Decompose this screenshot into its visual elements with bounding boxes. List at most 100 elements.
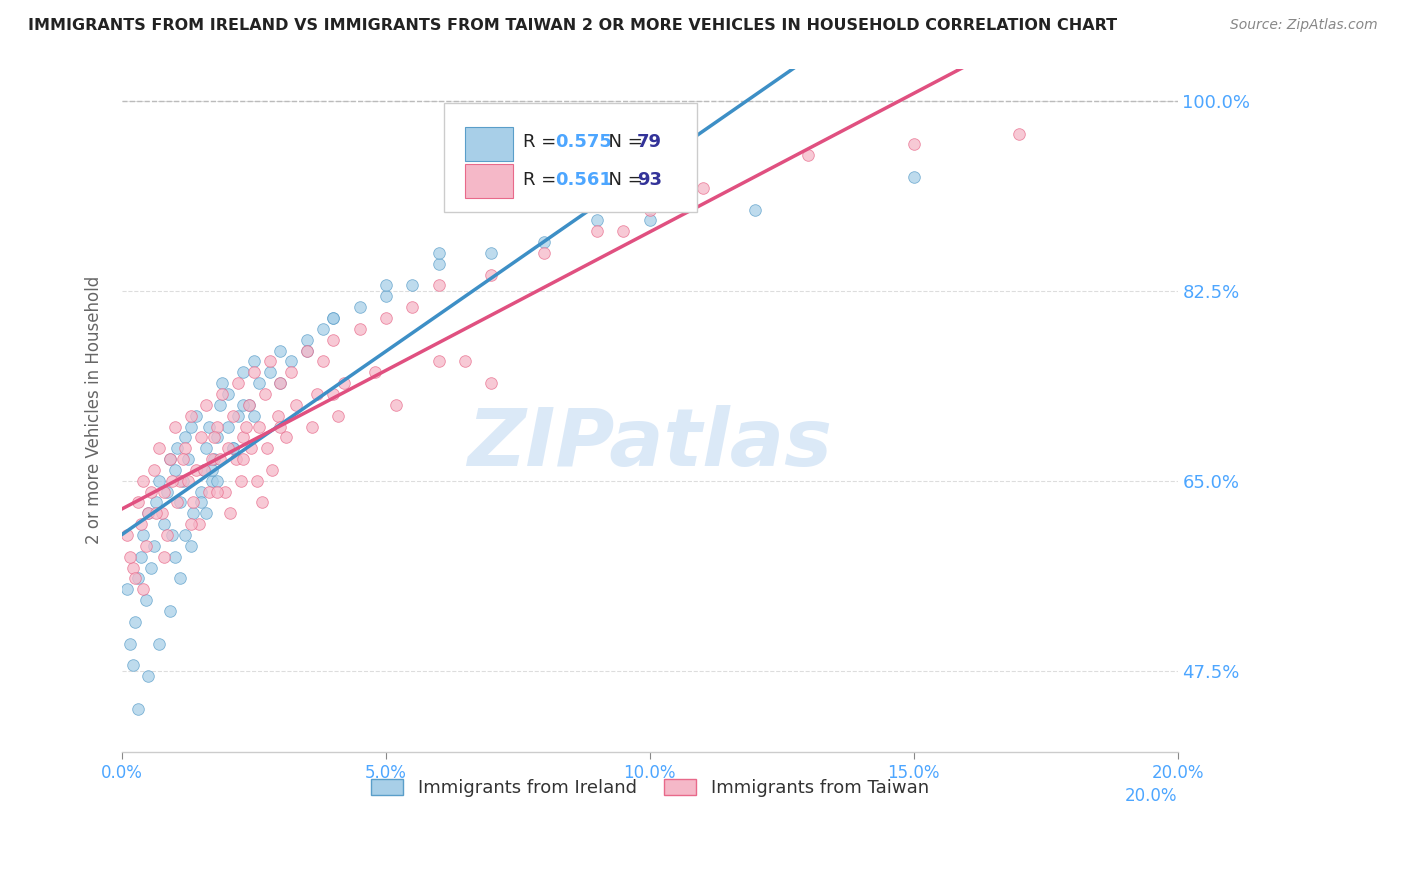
Point: [269, 343, 291, 358]
Text: N =: N =: [598, 171, 648, 189]
Point: [208, 398, 231, 412]
Point: [127, 701, 149, 715]
Text: N =: N =: [598, 133, 648, 151]
Point: [259, 365, 281, 379]
Text: 0.561: 0.561: [555, 171, 612, 189]
Point: [903, 137, 925, 152]
Point: [374, 289, 396, 303]
Point: [253, 387, 276, 401]
Point: [240, 441, 263, 455]
Point: [118, 549, 141, 564]
Point: [132, 474, 155, 488]
Point: [180, 419, 202, 434]
Point: [322, 311, 344, 326]
Point: [153, 484, 176, 499]
Point: [211, 376, 233, 391]
Point: [322, 387, 344, 401]
Point: [195, 398, 218, 412]
Point: [129, 549, 152, 564]
Point: [201, 463, 224, 477]
Point: [238, 398, 260, 412]
Point: [222, 441, 245, 455]
Point: [744, 202, 766, 217]
Point: [142, 463, 165, 477]
Point: [174, 528, 197, 542]
Point: [222, 441, 245, 455]
Point: [1008, 127, 1031, 141]
Y-axis label: 2 or more Vehicles in Household: 2 or more Vehicles in Household: [86, 277, 103, 544]
Point: [301, 419, 323, 434]
Point: [229, 474, 252, 488]
Point: [160, 528, 183, 542]
Point: [280, 365, 302, 379]
Point: [148, 441, 170, 455]
Point: [285, 398, 308, 412]
Point: [427, 278, 450, 293]
Text: 20.0%: 20.0%: [1125, 788, 1178, 805]
Point: [232, 365, 254, 379]
Point: [235, 419, 257, 434]
Point: [180, 409, 202, 423]
Point: [187, 517, 209, 532]
Point: [166, 495, 188, 509]
Text: ZIPatlas: ZIPatlas: [467, 406, 832, 483]
Point: [246, 474, 269, 488]
Point: [481, 246, 503, 260]
Point: [259, 354, 281, 368]
Point: [190, 484, 212, 499]
Point: [169, 495, 191, 509]
Point: [226, 409, 249, 423]
Point: [232, 430, 254, 444]
FancyBboxPatch shape: [465, 127, 513, 161]
Point: [201, 452, 224, 467]
Point: [262, 463, 284, 477]
Point: [121, 658, 143, 673]
Point: [202, 430, 225, 444]
Point: [311, 322, 333, 336]
Point: [205, 430, 228, 444]
Point: [142, 539, 165, 553]
Point: [202, 452, 225, 467]
Point: [174, 441, 197, 455]
Point: [238, 398, 260, 412]
Point: [322, 333, 344, 347]
Point: [163, 463, 186, 477]
Text: R =: R =: [523, 171, 562, 189]
Text: IMMIGRANTS FROM IRELAND VS IMMIGRANTS FROM TAIWAN 2 OR MORE VEHICLES IN HOUSEHOL: IMMIGRANTS FROM IRELAND VS IMMIGRANTS FR…: [28, 18, 1118, 33]
Point: [250, 495, 273, 509]
FancyBboxPatch shape: [444, 103, 697, 212]
Point: [193, 463, 215, 477]
Point: [247, 419, 270, 434]
Point: [156, 528, 179, 542]
Point: [174, 430, 197, 444]
Text: R =: R =: [523, 133, 562, 151]
Point: [295, 343, 318, 358]
Point: [225, 452, 247, 467]
Point: [159, 604, 181, 618]
Point: [243, 365, 266, 379]
Text: Source: ZipAtlas.com: Source: ZipAtlas.com: [1230, 18, 1378, 32]
Point: [180, 539, 202, 553]
Point: [219, 506, 242, 520]
Point: [533, 235, 555, 249]
Point: [328, 409, 350, 423]
Point: [198, 419, 221, 434]
Point: [135, 593, 157, 607]
Point: [280, 354, 302, 368]
Point: [118, 636, 141, 650]
Point: [195, 506, 218, 520]
Text: 93: 93: [637, 171, 662, 189]
Point: [145, 506, 167, 520]
Point: [181, 495, 204, 509]
Point: [267, 409, 290, 423]
Point: [205, 419, 228, 434]
Point: [159, 452, 181, 467]
Point: [797, 148, 820, 162]
Point: [638, 202, 661, 217]
Point: [172, 474, 194, 488]
Point: [184, 463, 207, 477]
Point: [166, 441, 188, 455]
Point: [332, 376, 354, 391]
Point: [274, 430, 297, 444]
Point: [481, 376, 503, 391]
